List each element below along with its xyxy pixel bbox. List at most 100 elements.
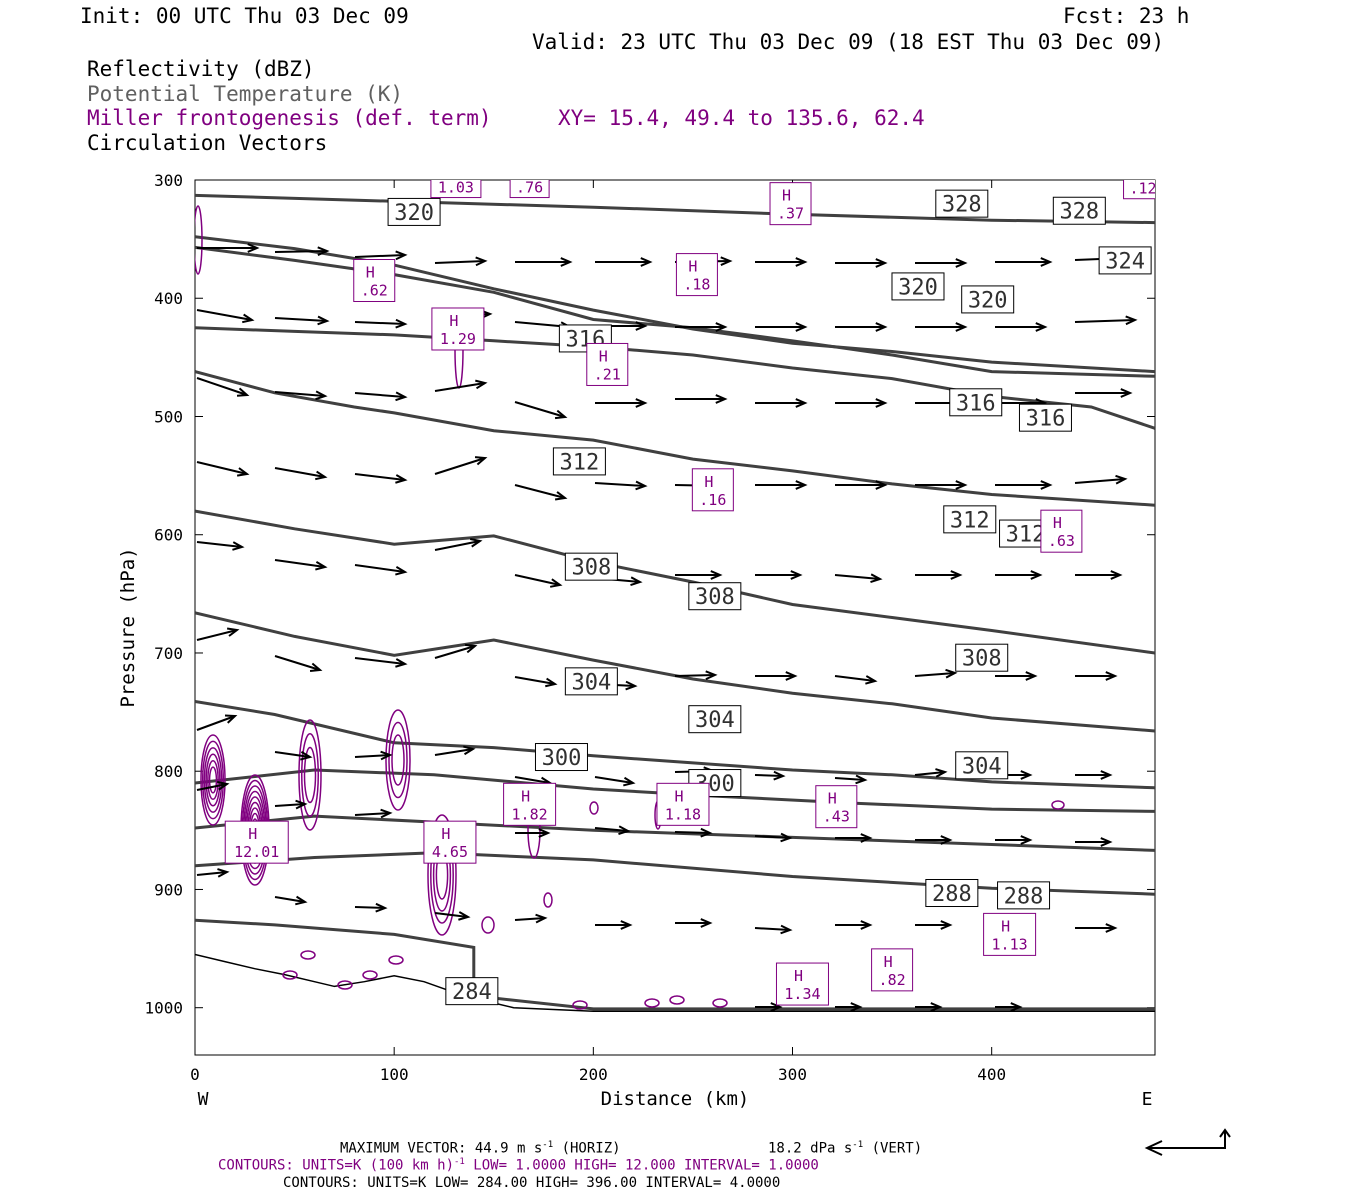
circulation-vector-head — [1120, 388, 1133, 398]
circulation-vector — [1074, 319, 1136, 323]
frontogenesis-max-h: H — [441, 825, 450, 843]
circulation-vector — [274, 467, 326, 478]
circulation-vector — [354, 473, 406, 481]
frontogenesis-max-value: .21 — [594, 365, 621, 383]
circulation-vector-head — [232, 541, 245, 551]
circulation-vector-head — [242, 313, 255, 324]
x-tick-label: 100 — [380, 1065, 409, 1084]
theta-contour-label: 312 — [950, 508, 990, 533]
circulation-vector-head — [785, 671, 798, 681]
legend-reflectivity: Reflectivity (dBZ) — [87, 57, 315, 81]
circulation-vector-head — [1105, 671, 1118, 681]
frontogenesis-max-box — [509, 180, 550, 199]
circulation-vector — [354, 392, 406, 398]
frontogenesis-max-box — [353, 259, 396, 303]
frontogenesis-contour — [337, 980, 353, 990]
circulation-vector-head — [1040, 480, 1053, 490]
circulation-vector-head — [770, 1002, 783, 1012]
theta-contour-label: 304 — [571, 670, 611, 695]
frontogenesis-contour — [388, 721, 408, 799]
circulation-vector-head — [560, 257, 573, 267]
theta-contour — [195, 509, 1155, 655]
legend-frontogenesis: Miller frontogenesis (def. term) — [87, 106, 492, 130]
frontogenesis-contour — [301, 733, 319, 817]
terrain-line — [195, 953, 1155, 1012]
circulation-vector-head — [865, 675, 878, 685]
frontogenesis-max-value: .18 — [683, 276, 710, 294]
theta-label-box — [688, 582, 742, 611]
circulation-vector-head — [317, 315, 330, 326]
theta-label-box — [1018, 403, 1072, 432]
frontogenesis-max-value: 1.29 — [440, 330, 476, 348]
frontogenesis-max-h: H — [521, 787, 530, 805]
circulation-vector-head — [795, 398, 808, 408]
plot-frame — [194, 179, 1156, 1056]
frontogenesis-max-h: H — [1053, 514, 1062, 532]
theta-contour-label: 308 — [962, 647, 1002, 672]
y-tick-label: 700 — [154, 644, 183, 663]
theta-contour — [195, 235, 1155, 374]
frontogenesis-contour — [481, 916, 495, 934]
circulation-vector-head — [247, 243, 260, 253]
circulation-vector-head — [860, 920, 873, 930]
frontogenesis-max-value: .76 — [516, 179, 543, 197]
circulation-vector — [754, 835, 791, 839]
frontogenesis-contour — [362, 970, 378, 980]
circulation-vector-head — [630, 576, 643, 587]
frontogenesis-max-h: H — [599, 347, 608, 365]
theta-contour-label: 288 — [932, 882, 972, 907]
circulation-vector — [354, 254, 406, 258]
circulation-vector-head — [1020, 770, 1033, 780]
frontogenesis-max-box — [691, 468, 734, 512]
circulation-vector-head — [224, 714, 238, 724]
circulation-vector-head — [535, 913, 548, 924]
frontogenesis-max-value: 1.82 — [512, 805, 548, 823]
circulation-vector-head — [315, 561, 328, 571]
frontogenesis-max-h: H — [1001, 917, 1010, 935]
circulation-vector-head — [1115, 474, 1128, 485]
x-end-label-east: E — [1142, 1089, 1153, 1110]
y-tick-label: 900 — [154, 880, 183, 899]
theta-label-box — [1098, 246, 1152, 275]
frontogenesis-max-box — [675, 253, 718, 297]
theta-contour-label: 288 — [1004, 884, 1044, 909]
circulation-vector — [354, 564, 406, 573]
circulation-vector-head — [1010, 1002, 1023, 1012]
circulation-vector — [674, 831, 711, 834]
circulation-vector-head — [315, 470, 328, 481]
frontogenesis-contour — [1051, 800, 1065, 810]
theta-label-box — [564, 667, 618, 696]
circulation-vector-head — [700, 918, 713, 928]
circulation-vector-head — [295, 799, 308, 810]
circulation-vector — [834, 777, 866, 781]
theta-label-box — [935, 189, 989, 218]
theta-label-box — [955, 751, 1009, 780]
circulation-vector-head — [955, 322, 968, 332]
theta-contour-label: 328 — [942, 193, 982, 218]
frontogenesis-max-h: H — [884, 953, 893, 971]
theta-contour-label: 320 — [394, 201, 434, 226]
circulation-vector-head — [236, 387, 250, 397]
theta-label-box — [688, 705, 742, 734]
circulation-vector-head — [1125, 315, 1138, 326]
plot-content: 320 328 3283243203203163163163123123123083… — [195, 179, 1155, 1012]
circulation-vector-head — [705, 670, 718, 681]
frontogenesis-max-value: .63 — [1048, 532, 1075, 550]
circulation-vector-head — [395, 250, 408, 261]
circulation-vector-head — [300, 750, 313, 761]
frontogenesis-max-value: 4.65 — [432, 843, 468, 861]
circulation-vector-head — [1110, 570, 1123, 580]
frontogenesis-contour — [427, 814, 457, 936]
circulation-vector — [914, 672, 956, 677]
frontogenesis-contour — [300, 950, 316, 960]
circulation-vector — [434, 540, 481, 551]
theta-label-box — [387, 197, 441, 226]
circulation-vector — [196, 629, 238, 641]
circulation-vector — [196, 377, 248, 396]
circulation-vector-head — [875, 398, 888, 408]
circulation-vector — [594, 482, 646, 487]
theta-contour-label: 304 — [695, 708, 735, 733]
frontogenesis-max-box — [871, 948, 914, 992]
circulation-vector-head — [315, 390, 328, 401]
theta-contour — [195, 814, 1155, 852]
